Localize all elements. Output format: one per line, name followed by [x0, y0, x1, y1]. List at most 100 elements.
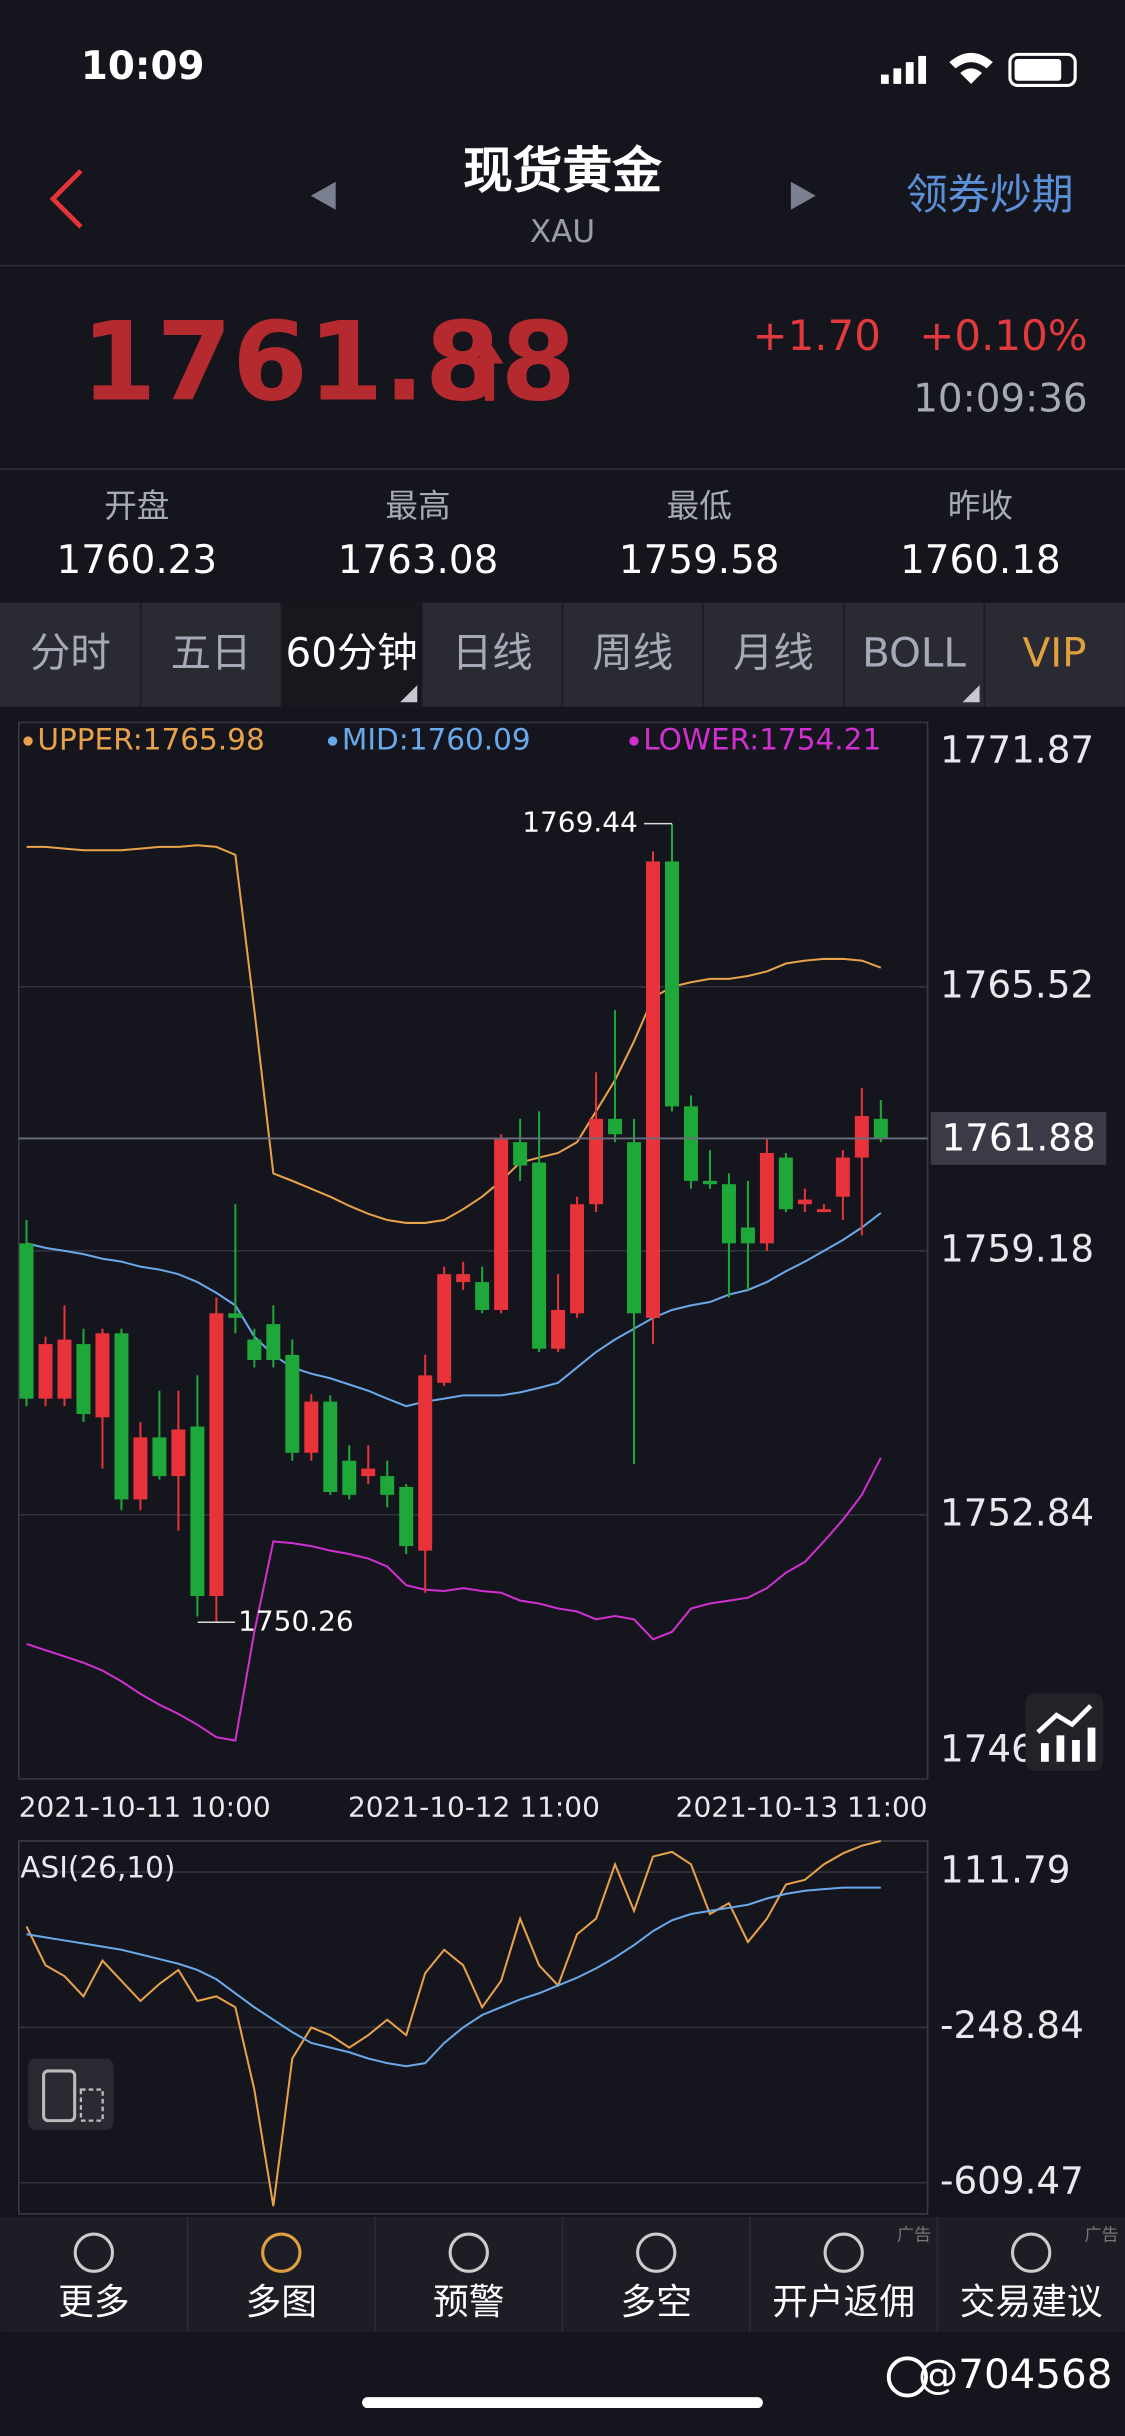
icon-bg [28, 2058, 114, 2130]
battery [1008, 52, 1077, 87]
signal [905, 62, 914, 84]
tab-active-bg [281, 602, 422, 707]
y-tick-label: 111.79 [940, 1848, 1070, 1892]
candle-body [702, 1180, 717, 1185]
candle-body [57, 1339, 72, 1399]
watermark: @704568 [918, 2351, 1113, 2398]
candle-body [418, 1375, 433, 1551]
tab[interactable]: 五日 [171, 630, 252, 677]
tab[interactable]: 月线 [733, 630, 814, 677]
tab[interactable]: VIP [1023, 630, 1087, 677]
x-tick-label: 2021-10-13 11:00 [676, 1790, 928, 1823]
candle-body [76, 1344, 91, 1415]
candle-body [532, 1162, 547, 1349]
candle-body [721, 1184, 736, 1244]
candle-body [589, 1118, 604, 1205]
nav-icon [73, 2232, 115, 2273]
candle-body [361, 1468, 376, 1477]
icon-bar [1041, 1743, 1049, 1762]
indicator-line [26, 1886, 881, 2068]
chart-tool-icon[interactable] [1025, 1693, 1104, 1772]
y-tick-label: 1752.84 [940, 1490, 1094, 1534]
nav-label[interactable]: 交易建议 [960, 2282, 1103, 2323]
stat-label: 开盘 [104, 487, 169, 525]
ad-badge: 广告 [897, 2226, 931, 2246]
nav-icon [448, 2232, 489, 2273]
candle-body [228, 1313, 243, 1318]
stat-label: 昨收 [948, 487, 1013, 525]
tab[interactable]: BOLL [862, 630, 966, 677]
candle-body [342, 1460, 357, 1495]
x-tick-label: 2021-10-11 10:00 [19, 1790, 271, 1823]
indicator-title: ASI(26,10) [20, 1850, 175, 1884]
nav-icon [1010, 2232, 1052, 2273]
candle-body [835, 1157, 850, 1197]
subtitle: XAU [530, 214, 595, 250]
up-arrow [475, 341, 504, 401]
nav-icon [261, 2232, 302, 2273]
min-label: 1750.26 [238, 1604, 354, 1637]
candle-body [399, 1486, 414, 1547]
prev-button[interactable] [310, 181, 336, 210]
candle-body [19, 1243, 34, 1399]
battery-level [1014, 59, 1062, 81]
candle-body [456, 1274, 471, 1283]
tab[interactable]: 分时 [30, 630, 111, 677]
icon-phone [79, 2088, 104, 2122]
candle-body [152, 1437, 167, 1477]
tab[interactable]: 周线 [592, 630, 673, 677]
legend-dot [23, 736, 33, 746]
candle-body [323, 1401, 338, 1492]
signal [880, 74, 889, 84]
nav-label[interactable]: 更多 [58, 2282, 129, 2323]
candle-body [778, 1157, 793, 1210]
nav-icon [823, 2232, 864, 2273]
stat-value: 1760.18 [900, 538, 1061, 583]
tab[interactable]: 60分钟 [286, 630, 418, 677]
y-tick-label: 1759.18 [940, 1226, 1094, 1270]
watermark-logo [886, 2356, 928, 2398]
signal [918, 55, 927, 84]
max-label: 1769.44 [522, 806, 638, 839]
indicator-line [26, 1457, 882, 1742]
y-tick-label: 1771.87 [940, 727, 1094, 771]
candle-body [209, 1313, 224, 1597]
quote-time: 10:09:36 [913, 376, 1087, 421]
nav-label[interactable]: 多图 [246, 2282, 317, 2323]
indicator-line [25, 1840, 882, 2207]
candle-body [551, 1309, 566, 1349]
next-button[interactable] [790, 181, 816, 210]
nav-label[interactable]: 预警 [433, 2282, 504, 2323]
nav-label[interactable]: 多空 [621, 2282, 692, 2323]
change: +1.70 [752, 311, 881, 360]
icon-bar [1056, 1735, 1065, 1762]
candle-body [759, 1152, 774, 1244]
candle-body [646, 861, 661, 1318]
legend-label: UPPER:1765.98 [37, 723, 264, 757]
back-button[interactable] [49, 169, 83, 229]
candle-body [95, 1333, 110, 1418]
candle-body [171, 1429, 186, 1477]
coupon-link[interactable]: 领券炒期 [906, 170, 1074, 219]
nav-icon [636, 2232, 677, 2273]
status-time: 10:09 [81, 44, 205, 89]
icon-line [1036, 1704, 1093, 1734]
legend-dot [629, 736, 639, 746]
candle-body [608, 1118, 623, 1135]
candle-body [380, 1476, 395, 1495]
y-tick-label: -609.47 [940, 2158, 1084, 2202]
current-price-label: 1761.88 [942, 1115, 1096, 1159]
candle-body [570, 1204, 585, 1314]
stat-label: 最高 [385, 487, 450, 525]
current-price-box [930, 1111, 1107, 1165]
rotate-icon[interactable] [28, 2058, 114, 2130]
tab[interactable]: 日线 [452, 630, 533, 677]
candle-body [475, 1282, 490, 1310]
nav-label[interactable]: 开户返佣 [772, 2282, 915, 2323]
candle-body [437, 1274, 452, 1383]
candle-body [740, 1227, 755, 1244]
y-tick-label: -248.84 [940, 2003, 1084, 2047]
